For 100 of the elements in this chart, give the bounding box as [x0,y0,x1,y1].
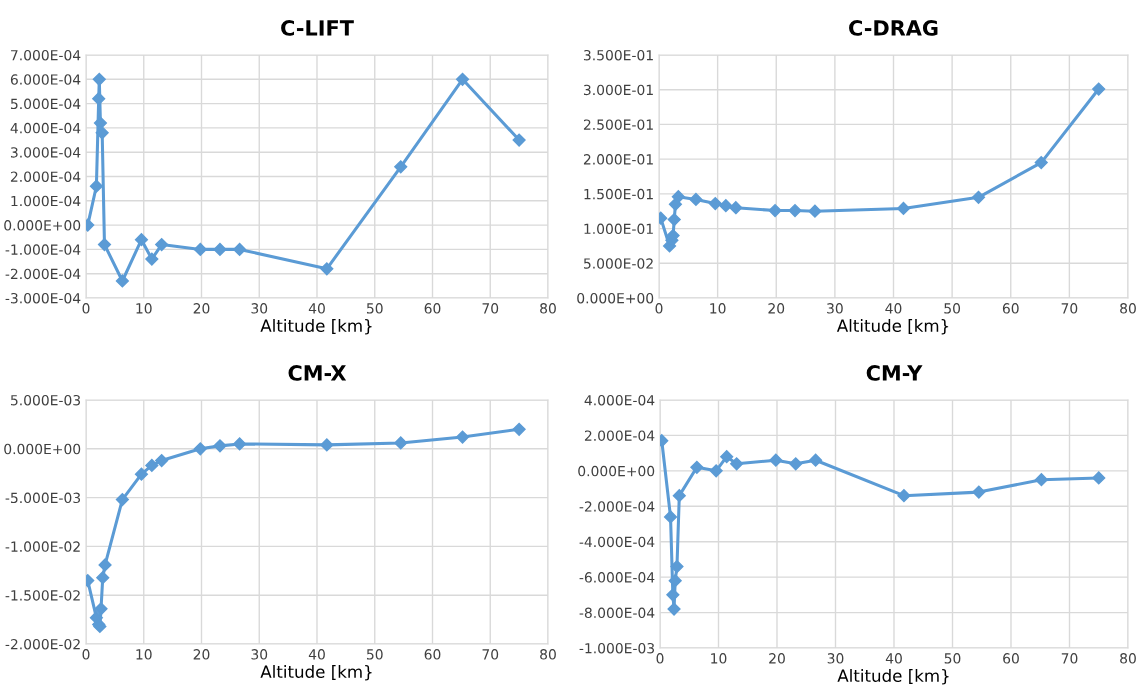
x-tick-label: 80 [540,649,556,660]
point [115,274,129,288]
point [730,457,744,471]
point [213,242,227,256]
y-tick-label: -1.000E-02 [5,541,80,552]
y-tick-label: -2.000E-04 [579,501,655,512]
chart-title: CM-Y [866,365,923,381]
x-tick-label: 50 [366,649,383,660]
x-tick-label: 20 [193,649,210,660]
point [145,252,159,266]
point [89,179,103,193]
point [1034,156,1048,170]
point [667,212,681,227]
point [690,460,704,474]
point [971,190,986,204]
point [155,237,169,252]
point [672,489,686,503]
chart-title: C-DRAG [849,20,938,36]
y-tick-label: 0.000E+00 [4,443,81,455]
point [193,442,207,456]
x-tick-label: 30 [251,649,268,660]
point [1092,82,1106,96]
point [94,602,108,616]
point [320,438,334,452]
point [667,602,681,616]
point [233,242,247,256]
x-tick-label: 0 [82,649,90,660]
point [233,437,247,451]
y-tick-label: 2.000E-04 [10,171,81,182]
y-tick-label: 5.000E-04 [10,98,81,110]
y-tick-label: 1.000E-01 [584,223,653,235]
y-tick-label: -2.000E-02 [5,638,80,650]
x-axis-title: Altitude [km} [837,669,949,685]
point [115,492,129,507]
y-tick-label: 1.000E-04 [11,195,81,207]
point [134,233,149,247]
x-tick-label: 40 [885,653,902,664]
y-tick-label: -2.000E-04 [5,268,81,280]
x-axis-title: Altitude [km} [260,665,372,681]
point [668,574,682,588]
point [809,453,823,467]
point [320,262,334,276]
y-tick-label: 1.500E-01 [584,188,653,200]
point [768,203,782,218]
point [689,192,703,206]
point [972,485,986,499]
y-tick-label: -6.000E-04 [579,572,655,583]
x-tick-label: 10 [136,649,152,660]
x-tick-label: 50 [944,653,961,664]
x-tick-label: 20 [193,303,210,314]
point [666,588,680,602]
x-tick-label: 10 [710,303,726,314]
point [134,467,149,481]
point [394,160,408,174]
y-tick-label: 4.000E-04 [10,122,81,134]
x-tick-label: 30 [251,303,268,314]
x-tick-label: 40 [308,303,325,314]
point [1034,473,1049,487]
x-tick-label: 10 [136,303,152,314]
y-tick-label: 2.500E-01 [583,119,653,130]
y-tick-label: -3.000E-04 [5,292,81,304]
x-tick-label: 80 [1120,303,1136,314]
point [769,453,783,467]
point [512,422,526,436]
y-tick-label: -8.000E-04 [579,607,655,619]
y-tick-label: 3.000E-04 [10,147,81,158]
point [671,190,685,204]
chart-title: CM-X [288,365,347,381]
y-tick-label: -1.000E-04 [5,244,81,255]
y-tick-label: 0.000E+00 [577,292,654,304]
point [663,510,678,524]
point [213,439,227,453]
x-tick-label: 30 [827,653,844,664]
point [97,237,112,252]
y-tick-label: 5.000E-03 [10,394,81,406]
x-tick-label: 20 [769,653,785,664]
y-tick-label: 6.000E-04 [10,74,81,85]
point [897,489,911,503]
y-tick-label: 7.000E-04 [11,49,81,61]
point [512,133,526,147]
x-tick-label: 80 [540,303,556,314]
point [95,126,109,140]
point [145,458,159,472]
x-tick-label: 40 [308,649,325,660]
x-tick-label: 60 [424,649,441,660]
y-tick-label: 5.000E-02 [583,258,653,269]
point [720,450,734,464]
y-tick-label: -1.000E-03 [579,642,655,654]
point [709,464,723,478]
point [92,72,106,86]
point [670,559,684,574]
y-tick-label: -1.500E-02 [5,590,80,601]
x-tick-label: 70 [1061,653,1078,664]
x-tick-label: 50 [944,303,961,314]
x-tick-label: 70 [1061,303,1078,314]
point [92,92,106,106]
x-tick-label: 0 [82,303,90,314]
x-tick-label: 10 [711,653,727,664]
x-tick-label: 70 [482,303,499,314]
x-tick-label: 50 [366,303,383,314]
